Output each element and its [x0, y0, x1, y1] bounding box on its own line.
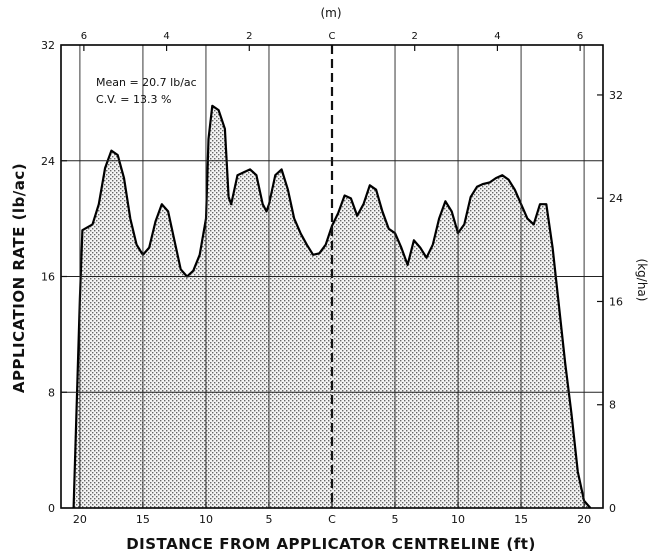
- x-tick-label: 20: [73, 513, 87, 526]
- top-tick-label: 6: [81, 31, 87, 42]
- y-tick-label: 8: [48, 386, 55, 399]
- top-tick-label: 4: [494, 31, 500, 42]
- right-axis-unit-label: (kg/ha): [635, 259, 649, 302]
- top-tick-label: 4: [163, 31, 169, 42]
- right-tick-label: 16: [609, 295, 623, 308]
- y-tick-label: 24: [41, 155, 55, 168]
- right-tick-label: 8: [609, 399, 616, 412]
- x-tick-label: 15: [136, 513, 150, 526]
- x-axis-title: DISTANCE FROM APPLICATOR CENTRELINE (ft): [126, 535, 536, 552]
- top-tick-label: 6: [577, 31, 583, 42]
- x-tick-label: C: [328, 513, 336, 526]
- x-tick-label: 10: [199, 513, 213, 526]
- distribution-curve-line: [72, 104, 592, 509]
- y-tick-label: 0: [48, 502, 55, 515]
- right-tick-label: 24: [609, 192, 623, 205]
- distribution-area-fill: [73, 105, 591, 509]
- cv-annotation: C.V. = 13.3 %: [96, 93, 171, 106]
- right-tick-label: 0: [609, 502, 616, 515]
- y-axis-title: APPLICATION RATE (lb/ac): [10, 163, 28, 393]
- mean-annotation: Mean = 20.7 lb/ac: [96, 76, 197, 89]
- top-tick-label: C: [329, 31, 336, 42]
- x-tick-label: 20: [577, 513, 591, 526]
- x-tick-label: 15: [514, 513, 528, 526]
- x-tick-label: 5: [265, 513, 272, 526]
- x-tick-label: 5: [392, 513, 399, 526]
- y-tick-label: 32: [41, 39, 55, 52]
- right-tick-label: 32: [609, 89, 623, 102]
- top-tick-label: 2: [246, 31, 252, 42]
- y-tick-label: 16: [41, 271, 55, 284]
- top-axis-unit-label: (m): [320, 6, 341, 20]
- top-tick-label: 2: [412, 31, 418, 42]
- x-tick-label: 10: [451, 513, 465, 526]
